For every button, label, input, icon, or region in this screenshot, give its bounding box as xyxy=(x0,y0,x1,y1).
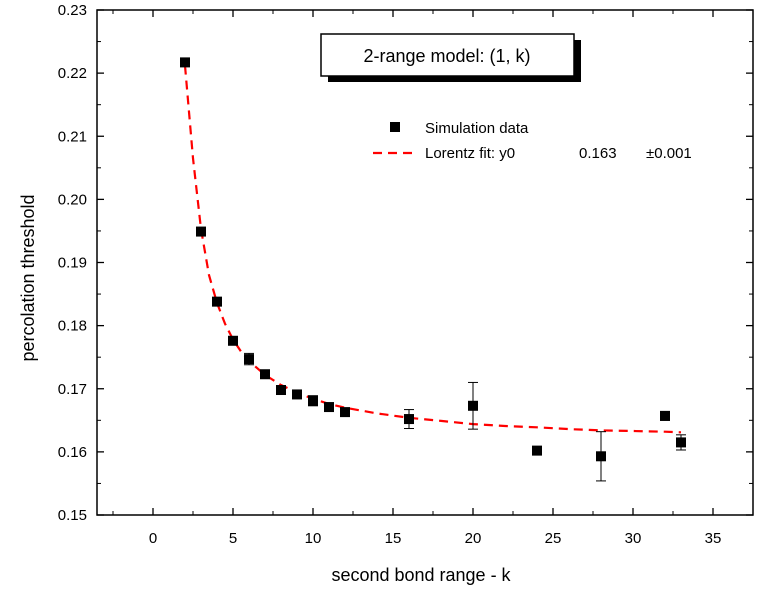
y-tick-label: 0.23 xyxy=(58,2,87,19)
x-tick-label: 0 xyxy=(149,530,157,547)
data-point xyxy=(676,437,686,448)
y-tick-label: 0.20 xyxy=(58,191,87,208)
x-axis-tick-labels: 0 5 10 15 20 25 30 35 xyxy=(149,530,722,547)
data-point xyxy=(276,385,286,396)
data-points xyxy=(180,57,686,462)
legend-label-simulation: Simulation data xyxy=(425,120,529,137)
y-tick-label: 0.17 xyxy=(58,381,87,398)
y-axis-tick-labels: 0.15 0.16 0.17 0.18 0.19 0.20 0.21 0.22 0.23 xyxy=(58,2,87,524)
x-tick-label: 25 xyxy=(545,530,562,547)
chart-title: 2-range model: (1, k) xyxy=(363,46,530,66)
legend-marker-square xyxy=(390,122,400,132)
data-point xyxy=(596,451,606,462)
data-point xyxy=(212,296,222,307)
data-point xyxy=(260,369,270,380)
legend-fit-error: ±0.001 xyxy=(646,145,692,162)
error-bars xyxy=(244,352,686,482)
data-point xyxy=(532,445,542,456)
data-point xyxy=(340,407,350,418)
data-point xyxy=(404,414,414,425)
y-tick-label: 0.18 xyxy=(58,318,87,335)
x-tick-label: 30 xyxy=(625,530,642,547)
legend: Simulation data Lorentz fit: y0 0.163 ±0… xyxy=(373,120,692,162)
data-point xyxy=(324,402,334,413)
y-tick-label: 0.15 xyxy=(58,507,87,524)
x-tick-label: 5 xyxy=(229,530,237,547)
y-tick-label: 0.22 xyxy=(58,65,87,82)
y-tick-label: 0.19 xyxy=(58,255,87,272)
x-tick-label: 20 xyxy=(465,530,482,547)
legend-label-fit: Lorentz fit: y0 xyxy=(425,145,515,162)
data-point xyxy=(180,57,190,68)
data-point xyxy=(660,410,670,421)
plot-frame xyxy=(96,9,754,516)
y-tick-label: 0.16 xyxy=(58,444,87,461)
title-box: 2-range model: (1, k) xyxy=(320,33,581,82)
y-axis-title: percolation threshold xyxy=(18,194,38,361)
x-tick-label: 15 xyxy=(385,530,402,547)
data-point xyxy=(228,335,238,346)
legend-fit-value: 0.163 xyxy=(579,145,617,162)
y-tick-label: 0.21 xyxy=(58,128,87,145)
data-point xyxy=(292,389,302,400)
data-point xyxy=(196,226,206,237)
title-box-frame xyxy=(320,33,575,77)
data-point xyxy=(308,395,318,406)
x-tick-label: 35 xyxy=(705,530,722,547)
x-tick-label: 10 xyxy=(305,530,322,547)
data-point xyxy=(244,354,254,365)
x-axis-ticks xyxy=(112,10,754,515)
data-point xyxy=(468,400,478,411)
y-axis-ticks xyxy=(97,9,753,516)
x-axis-title: second bond range - k xyxy=(331,565,511,585)
